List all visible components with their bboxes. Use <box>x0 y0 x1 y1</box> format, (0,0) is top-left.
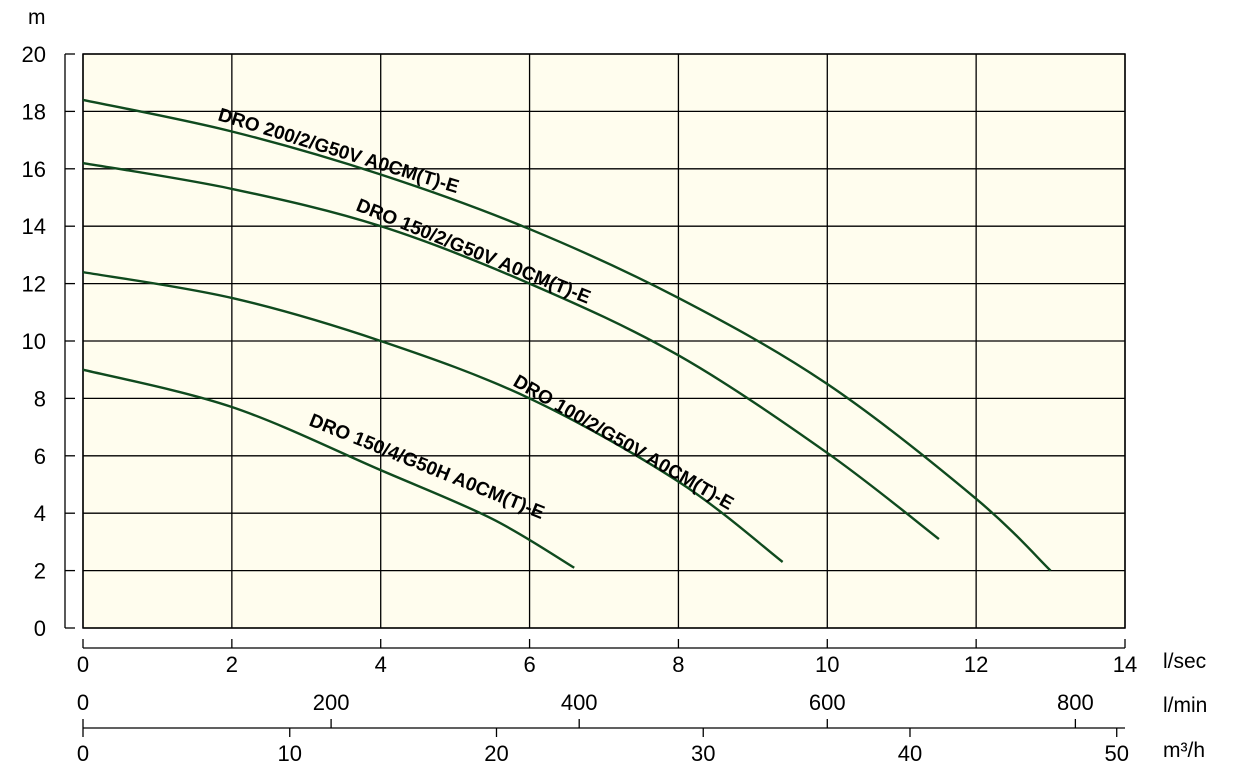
x-tick-label: 0 <box>77 690 89 715</box>
x-tick-label: 50 <box>1104 741 1128 766</box>
grid-lines <box>82 53 1126 629</box>
y-tick-label: 8 <box>34 386 46 411</box>
x-tick-label: 10 <box>278 741 302 766</box>
x-tick-label: 200 <box>313 690 350 715</box>
x-tick-label: 12 <box>964 652 988 677</box>
y-tick-label: 4 <box>34 501 46 526</box>
x-tick-label: 6 <box>523 652 535 677</box>
x-tick-label: 4 <box>375 652 387 677</box>
x-axis-unit-label: l/sec <box>1163 650 1206 673</box>
performance-curve-4 <box>82 368 575 569</box>
x-tick-label: 800 <box>1057 690 1094 715</box>
x-tick-label: 20 <box>484 741 508 766</box>
x-tick-label: 10 <box>815 652 839 677</box>
x-axes: 0 2 4 6 8 10 12 14 l/sec 0 200 400 600 800 l/min 0 10 20 3… <box>77 639 1207 766</box>
curves <box>82 98 1052 572</box>
x-tick-label: 30 <box>691 741 715 766</box>
y-tick-label: 20 <box>22 42 46 67</box>
x-tick-label: 40 <box>898 741 922 766</box>
x-tick-label: 2 <box>226 652 238 677</box>
performance-curve-2 <box>82 161 940 540</box>
y-axis-label: m <box>28 6 46 29</box>
x-axis-unit-label: l/min <box>1163 694 1207 717</box>
y-tick-label: 18 <box>22 99 46 124</box>
y-tick-label: 10 <box>22 329 46 354</box>
x-tick-label: 0 <box>77 652 89 677</box>
y-tick-label: 6 <box>34 444 46 469</box>
y-tick-label: 0 <box>34 616 46 641</box>
x-tick-label: 400 <box>561 690 598 715</box>
y-axis: 0 2 4 6 8 10 12 14 16 18 20 <box>22 42 75 641</box>
x-tick-label: 8 <box>672 652 684 677</box>
y-tick-label: 12 <box>22 272 46 297</box>
x-tick-label: 600 <box>809 690 846 715</box>
x-axis-unit-label: m³/h <box>1163 739 1205 762</box>
x-tick-label: 0 <box>77 741 89 766</box>
performance-curve-3 <box>82 270 784 563</box>
performance-curve-1 <box>82 98 1052 572</box>
y-tick-label: 2 <box>34 559 46 584</box>
y-tick-label: 16 <box>22 157 46 182</box>
y-tick-label: 14 <box>22 214 46 239</box>
x-tick-label: 14 <box>1113 652 1137 677</box>
